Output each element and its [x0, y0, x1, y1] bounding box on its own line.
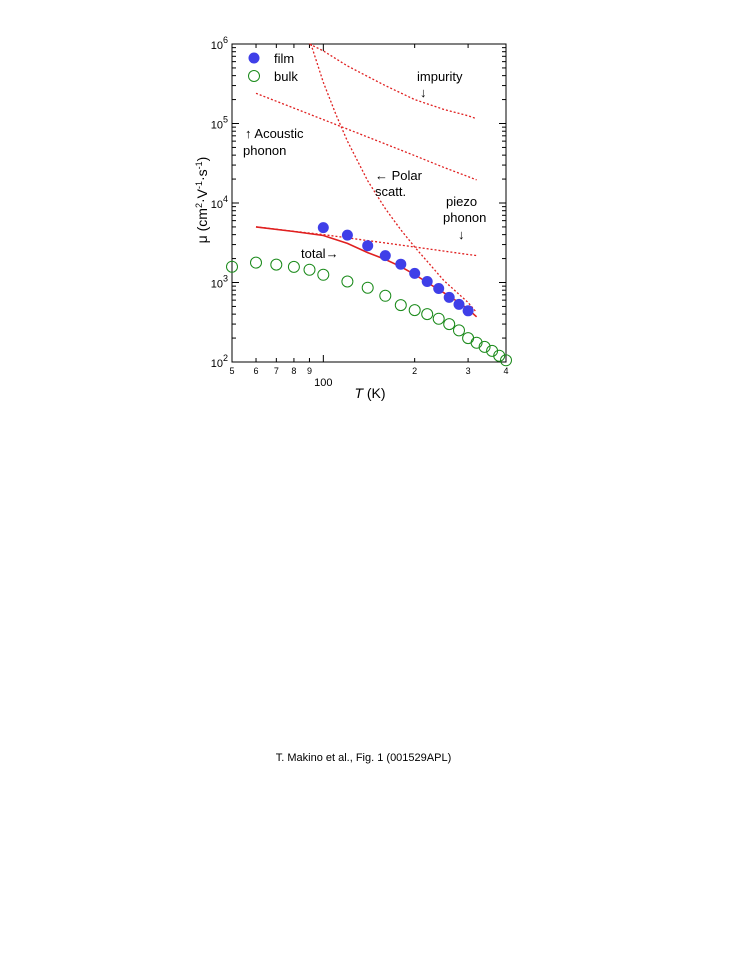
film-point — [433, 283, 445, 294]
bulk-point — [270, 258, 283, 271]
y-axis-label: μ (cm2·V-1·s-1) — [194, 157, 210, 244]
bulk-point — [341, 275, 354, 288]
bulk-point — [287, 260, 300, 273]
data-points — [226, 222, 512, 367]
curve-impurity — [309, 43, 477, 120]
film-point — [362, 240, 374, 252]
film-point — [317, 222, 329, 234]
x-minor-tick-label: 2 — [412, 366, 417, 376]
annot-piezo-arrow: ↓ — [458, 227, 465, 242]
bulk-point — [408, 304, 421, 317]
bulk-point — [421, 308, 434, 321]
x-minor-tick-label: 3 — [466, 366, 471, 376]
film-point — [379, 250, 391, 262]
film-point — [409, 267, 421, 279]
legend-film-marker — [248, 52, 260, 64]
y-tick-label: 106 — [211, 35, 228, 52]
y-tick-label: 105 — [211, 115, 228, 132]
y-tick-label: 104 — [211, 194, 228, 211]
legend-bulk-label: bulk — [274, 69, 298, 84]
x-minor-tick-label: 8 — [291, 366, 296, 376]
bulk-point — [303, 263, 316, 276]
annot-polar-2: scatt. — [375, 184, 406, 199]
film-point — [453, 298, 465, 310]
bulk-point — [226, 260, 238, 273]
x-axis-label: T (K) — [354, 385, 385, 401]
figure-caption: T. Makino et al., Fig. 1 (001529APL) — [275, 752, 452, 764]
legend-film-label: film — [274, 51, 294, 66]
bulk-point — [453, 324, 465, 337]
annot-impurity-arrow: ↓ — [420, 85, 427, 100]
bulk-point — [500, 354, 512, 367]
x-minor-tick-label: 4 — [503, 366, 508, 376]
x-major-tick-label: 100 — [314, 377, 332, 389]
legend-bulk-marker — [248, 70, 260, 82]
film-point — [341, 229, 353, 241]
bulk-point — [361, 281, 374, 294]
x-minor-tick-label: 7 — [274, 366, 279, 376]
bulk-point — [462, 332, 475, 345]
model-curves — [255, 43, 478, 318]
film-point — [462, 305, 474, 317]
bulk-point — [470, 336, 483, 349]
annot-piezo-2: phonon — [443, 210, 486, 225]
bulk-point — [478, 340, 491, 353]
y-tick-label: 102 — [211, 353, 228, 370]
y-tick-label: 103 — [211, 274, 228, 291]
bulk-point — [394, 299, 407, 312]
bulk-point — [250, 256, 262, 269]
bulk-point — [443, 318, 456, 331]
annot-piezo-1: piezo — [446, 194, 477, 209]
annot-polar-1: ← Polar — [375, 168, 423, 183]
curve-polar-scatt — [310, 43, 478, 313]
curve-acoustic-phonon — [255, 92, 477, 181]
film-point — [443, 291, 455, 303]
axis-ticks: 102 103 104 105 106 5 6 7 8 9 2 3 4 100 — [211, 35, 509, 389]
annot-acoustic-1: ↑ Acoustic — [245, 126, 304, 141]
bulk-point — [493, 349, 506, 362]
film-point — [395, 258, 407, 270]
bulk-point — [379, 289, 392, 302]
film-point — [421, 276, 433, 287]
x-minor-tick-label: 9 — [307, 366, 312, 376]
annotations: impurity ↓ ↑ Acoustic phonon ← Polar sca… — [243, 69, 486, 261]
bulk-point — [317, 268, 330, 281]
x-minor-tick-label: 5 — [229, 366, 234, 376]
legend: film bulk — [248, 51, 298, 84]
curve-piezo-phonon — [255, 226, 477, 257]
annot-total: total→ — [301, 246, 339, 261]
bulk-point — [432, 312, 445, 325]
annot-acoustic-2: phonon — [243, 143, 286, 158]
x-minor-tick-label: 6 — [254, 366, 259, 376]
annot-impurity: impurity — [417, 69, 463, 84]
